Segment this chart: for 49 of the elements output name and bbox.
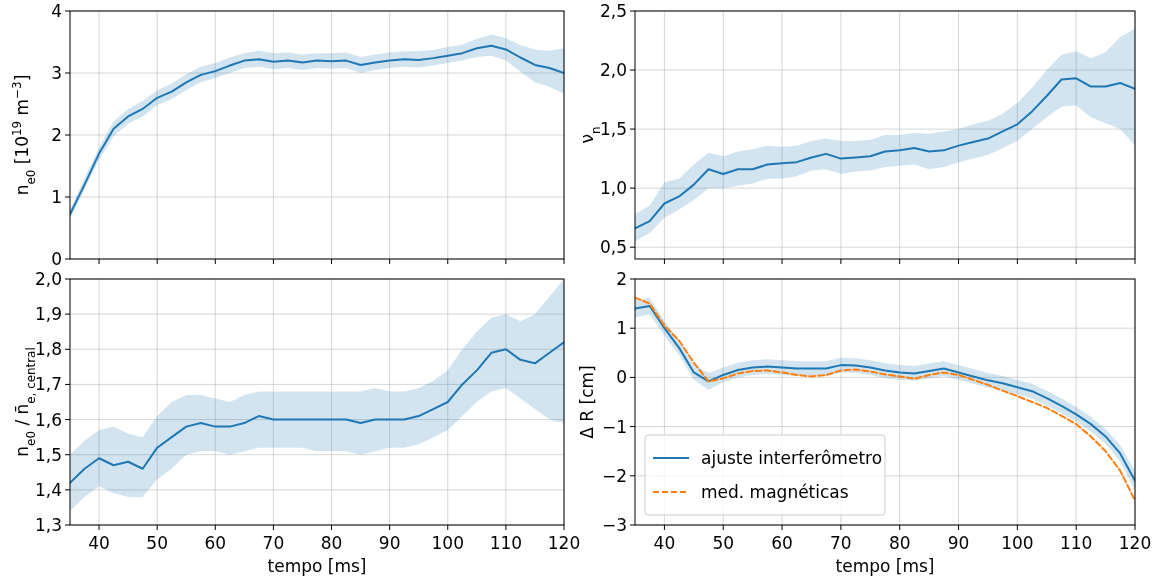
y-tick-label: −1 bbox=[601, 416, 627, 437]
y-tick-label: 1,8 bbox=[34, 339, 62, 360]
legend-label: med. magnéticas bbox=[701, 482, 849, 502]
y-tick-label: 4 bbox=[51, 1, 62, 21]
y-tick-label: 0,5 bbox=[599, 237, 627, 258]
x-tick-label: 80 bbox=[320, 533, 343, 553]
x-tick-label: 40 bbox=[653, 533, 676, 553]
x-axis-title: tempo [ms] bbox=[835, 556, 935, 576]
x-tick-label: 70 bbox=[830, 533, 852, 553]
y-tick-label: 0 bbox=[616, 367, 627, 388]
y-tick-label: 2,0 bbox=[599, 60, 627, 81]
y-axis-title: Δ R [cm] bbox=[577, 365, 597, 439]
x-tick-label: 100 bbox=[431, 533, 464, 553]
y-tick-label: 2,5 bbox=[599, 1, 627, 21]
x-tick-label: 60 bbox=[771, 533, 793, 553]
y-tick-label: 1,6 bbox=[34, 409, 62, 430]
y-tick-label: 1,4 bbox=[34, 479, 62, 500]
x-axis-title: tempo [ms] bbox=[267, 556, 367, 576]
x-tick-label: 80 bbox=[888, 533, 911, 553]
y-tick-label: 1,9 bbox=[34, 304, 62, 325]
x-tick-label: 120 bbox=[1118, 533, 1152, 553]
y-tick-label: 1 bbox=[51, 187, 62, 207]
y-tick-label: 1,0 bbox=[599, 178, 627, 199]
y-tick-label: 1,3 bbox=[34, 515, 62, 535]
x-tick-label: 40 bbox=[88, 533, 110, 553]
x-tick-label: 110 bbox=[1059, 533, 1093, 553]
y-tick-label: 2 bbox=[616, 269, 627, 289]
y-tick-label: −3 bbox=[601, 515, 627, 535]
y-tick-label: −2 bbox=[601, 465, 627, 486]
x-tick-label: 90 bbox=[947, 533, 970, 553]
x-tick-label: 50 bbox=[712, 533, 735, 553]
y-tick-label: 1,5 bbox=[599, 119, 627, 140]
x-tick-label: 60 bbox=[204, 533, 227, 553]
y-tick-label: 1,7 bbox=[34, 374, 62, 395]
x-tick-label: 70 bbox=[262, 533, 285, 553]
y-tick-label: 1,5 bbox=[34, 444, 62, 465]
y-tick-label: 0 bbox=[51, 249, 62, 269]
x-tick-label: 110 bbox=[489, 533, 523, 553]
y-tick-label: 2 bbox=[51, 125, 62, 145]
x-tick-label: 50 bbox=[146, 533, 168, 553]
line-series bbox=[70, 341, 564, 484]
legend-label: ajuste interferômetro bbox=[701, 448, 883, 468]
x-tick-label: 120 bbox=[547, 533, 581, 553]
line-series bbox=[635, 77, 1135, 230]
y-tick-label: 2,0 bbox=[34, 269, 62, 289]
y-tick-label: 1 bbox=[616, 318, 627, 339]
x-tick-label: 90 bbox=[378, 533, 401, 553]
x-tick-label: 100 bbox=[1001, 533, 1034, 553]
y-tick-label: 3 bbox=[51, 63, 62, 83]
